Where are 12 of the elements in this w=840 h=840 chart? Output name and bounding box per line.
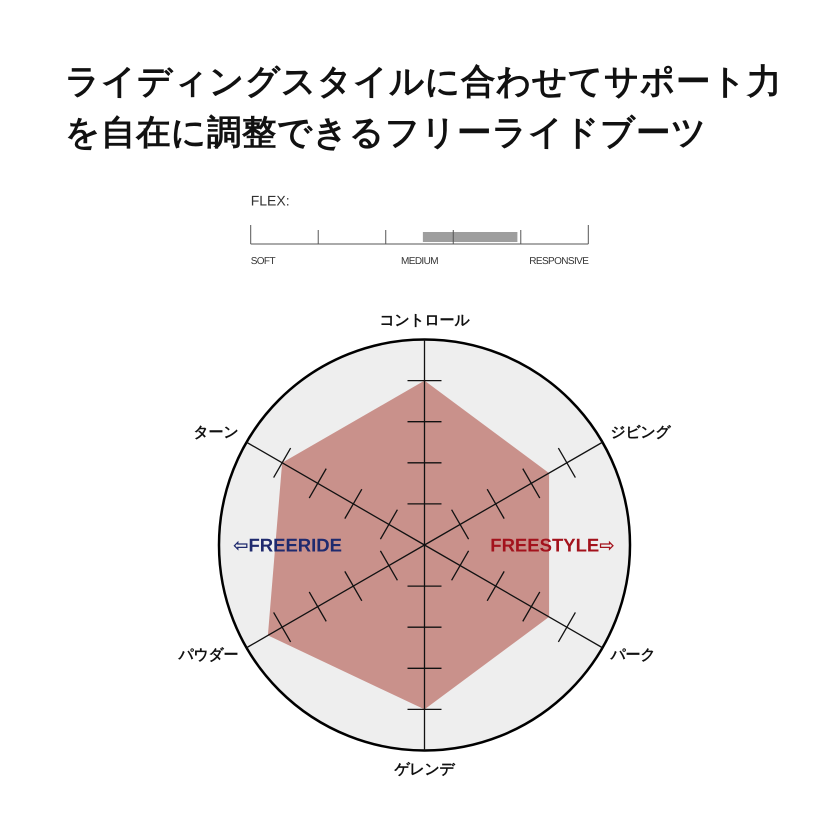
- spoke-label: パウダー: [178, 646, 239, 664]
- text: ライディングスタイルに合わせてサポート力を自在に調整できるフリーライドブーツ: [65, 62, 783, 154]
- text: FREESTYLE⇨: [490, 534, 615, 556]
- spoke-label: ターン: [194, 424, 239, 441]
- text: FLEX:: [250, 192, 290, 208]
- text: SOFT: [250, 256, 276, 267]
- text: RESPONSIVE: [529, 256, 590, 267]
- text: MEDIUM: [401, 256, 438, 267]
- spoke-label: ゲレンデ: [394, 761, 456, 778]
- spoke-label: パーク: [609, 646, 656, 664]
- spoke-label: コントロール: [380, 312, 470, 329]
- spoke-label: ジビング: [610, 424, 672, 441]
